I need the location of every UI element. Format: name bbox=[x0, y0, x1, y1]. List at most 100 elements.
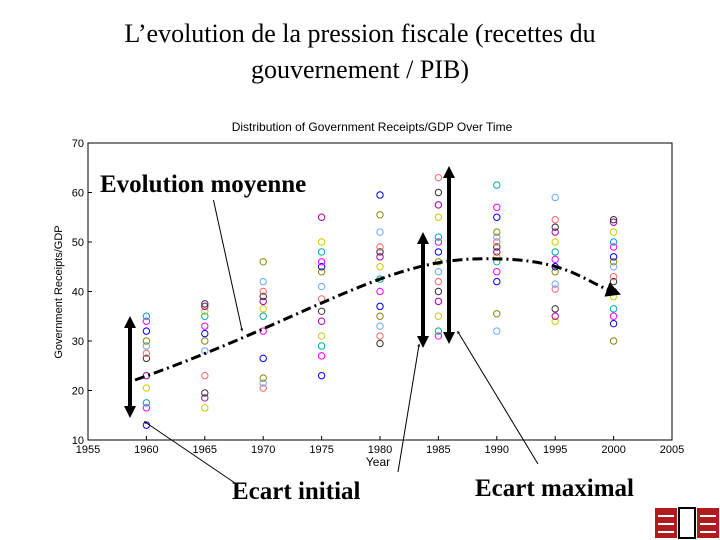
x-tick-label: 1970 bbox=[251, 444, 275, 456]
point bbox=[551, 317, 559, 325]
x-tick-label: 1965 bbox=[193, 444, 217, 456]
x-tick-label: 1975 bbox=[309, 444, 333, 456]
point bbox=[259, 305, 267, 313]
point bbox=[609, 272, 618, 281]
point bbox=[259, 374, 267, 382]
point bbox=[376, 339, 384, 348]
point bbox=[551, 248, 559, 256]
point bbox=[434, 173, 443, 182]
point bbox=[493, 203, 501, 212]
point bbox=[259, 354, 267, 363]
point bbox=[493, 243, 501, 251]
point bbox=[434, 248, 443, 256]
point bbox=[201, 337, 209, 345]
point bbox=[142, 327, 151, 335]
point bbox=[201, 312, 209, 320]
label-bg bbox=[96, 166, 358, 200]
point bbox=[317, 238, 326, 246]
slide-title: L’evolution de la pression fiscale (rece… bbox=[124, 19, 595, 84]
y-tick-label: 40 bbox=[72, 287, 84, 299]
point bbox=[434, 213, 443, 221]
point bbox=[609, 319, 618, 328]
logo bbox=[655, 507, 719, 539]
point bbox=[551, 223, 559, 231]
pointer-line bbox=[212, 197, 244, 332]
point bbox=[259, 277, 267, 286]
point bbox=[317, 263, 326, 271]
point bbox=[317, 307, 326, 315]
point bbox=[609, 238, 618, 246]
point bbox=[376, 322, 384, 330]
point bbox=[376, 211, 384, 219]
point bbox=[551, 312, 559, 320]
y-tick-label: 20 bbox=[72, 386, 84, 398]
x-tick-label: 1960 bbox=[134, 444, 158, 456]
point bbox=[434, 287, 443, 296]
point bbox=[551, 216, 559, 224]
point bbox=[317, 352, 326, 360]
point bbox=[434, 268, 443, 276]
x-tick-label: 1985 bbox=[426, 444, 450, 456]
point bbox=[201, 307, 209, 315]
annotation: Evolution moyenne bbox=[100, 171, 306, 198]
point bbox=[376, 228, 384, 236]
point bbox=[493, 277, 501, 286]
x-tick-label: 1955 bbox=[76, 444, 100, 456]
point bbox=[493, 181, 501, 189]
point bbox=[376, 253, 384, 261]
point bbox=[142, 354, 151, 363]
point bbox=[551, 285, 559, 293]
point bbox=[317, 282, 326, 291]
slide-title-line: L’evolution de la pression fiscale (rece… bbox=[124, 19, 595, 48]
point bbox=[201, 394, 209, 402]
point bbox=[609, 218, 618, 226]
point bbox=[609, 263, 618, 271]
point bbox=[551, 228, 559, 236]
point bbox=[493, 213, 501, 221]
x-tick-label: 2005 bbox=[660, 444, 684, 456]
point bbox=[142, 384, 151, 392]
y-tick-label: 50 bbox=[72, 237, 84, 249]
point bbox=[259, 312, 267, 320]
point bbox=[317, 317, 326, 325]
point bbox=[376, 302, 384, 311]
point bbox=[259, 258, 267, 266]
point bbox=[259, 384, 267, 392]
point bbox=[551, 193, 559, 202]
point bbox=[317, 248, 326, 256]
point bbox=[201, 404, 209, 412]
point bbox=[434, 201, 443, 209]
pointer-line bbox=[457, 330, 539, 465]
point bbox=[434, 277, 443, 286]
y-tick-label: 60 bbox=[72, 188, 84, 200]
annotations bbox=[124, 166, 622, 484]
point bbox=[434, 332, 443, 340]
point bbox=[142, 399, 151, 407]
point bbox=[551, 238, 559, 246]
point bbox=[434, 238, 443, 246]
point bbox=[317, 213, 326, 221]
point bbox=[493, 327, 501, 335]
point bbox=[201, 322, 209, 330]
point bbox=[551, 305, 559, 313]
point bbox=[142, 404, 151, 412]
point bbox=[609, 337, 618, 345]
point bbox=[551, 280, 559, 288]
point bbox=[493, 310, 501, 318]
chart-title: Distribution of Government Receipts/GDP … bbox=[232, 120, 513, 134]
point bbox=[317, 371, 326, 380]
point bbox=[609, 253, 618, 261]
point bbox=[551, 268, 559, 276]
point bbox=[376, 191, 384, 199]
y-axis-label: Government Receipts/GDP bbox=[53, 225, 65, 358]
slide-title-line: gouvernement / PIB) bbox=[251, 55, 469, 84]
point bbox=[317, 342, 326, 350]
point bbox=[376, 263, 384, 271]
point bbox=[609, 243, 618, 251]
point bbox=[376, 332, 384, 340]
point bbox=[493, 228, 501, 236]
point bbox=[493, 233, 501, 241]
point bbox=[493, 268, 501, 276]
x-tick-label: 1990 bbox=[485, 444, 509, 456]
